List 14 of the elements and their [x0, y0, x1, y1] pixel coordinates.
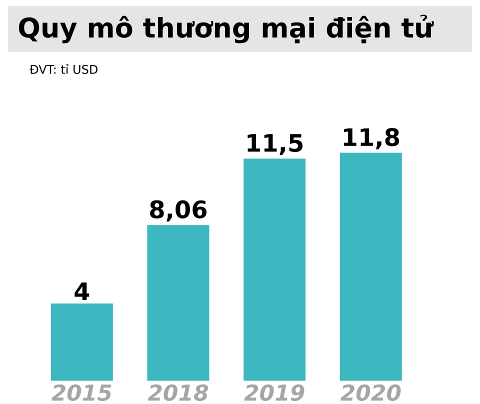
bar	[340, 152, 402, 381]
chart-subtitle: ĐVT: tỉ USD	[30, 64, 98, 74]
bar	[147, 224, 210, 381]
bar	[244, 158, 306, 381]
x-tick-label: 2015	[51, 384, 112, 401]
bar	[50, 303, 113, 381]
data-label: 4	[74, 282, 90, 300]
data-label: 8,06	[150, 200, 207, 222]
x-tick-label: 2019	[244, 384, 304, 401]
data-label: 11,8	[344, 128, 400, 150]
data-label: 11,5	[248, 134, 303, 155]
chart-title: Quy mô thương mại điện tử	[18, 14, 434, 44]
x-tick-label: 2018	[148, 384, 208, 401]
x-tick-label: 2020	[340, 384, 401, 401]
